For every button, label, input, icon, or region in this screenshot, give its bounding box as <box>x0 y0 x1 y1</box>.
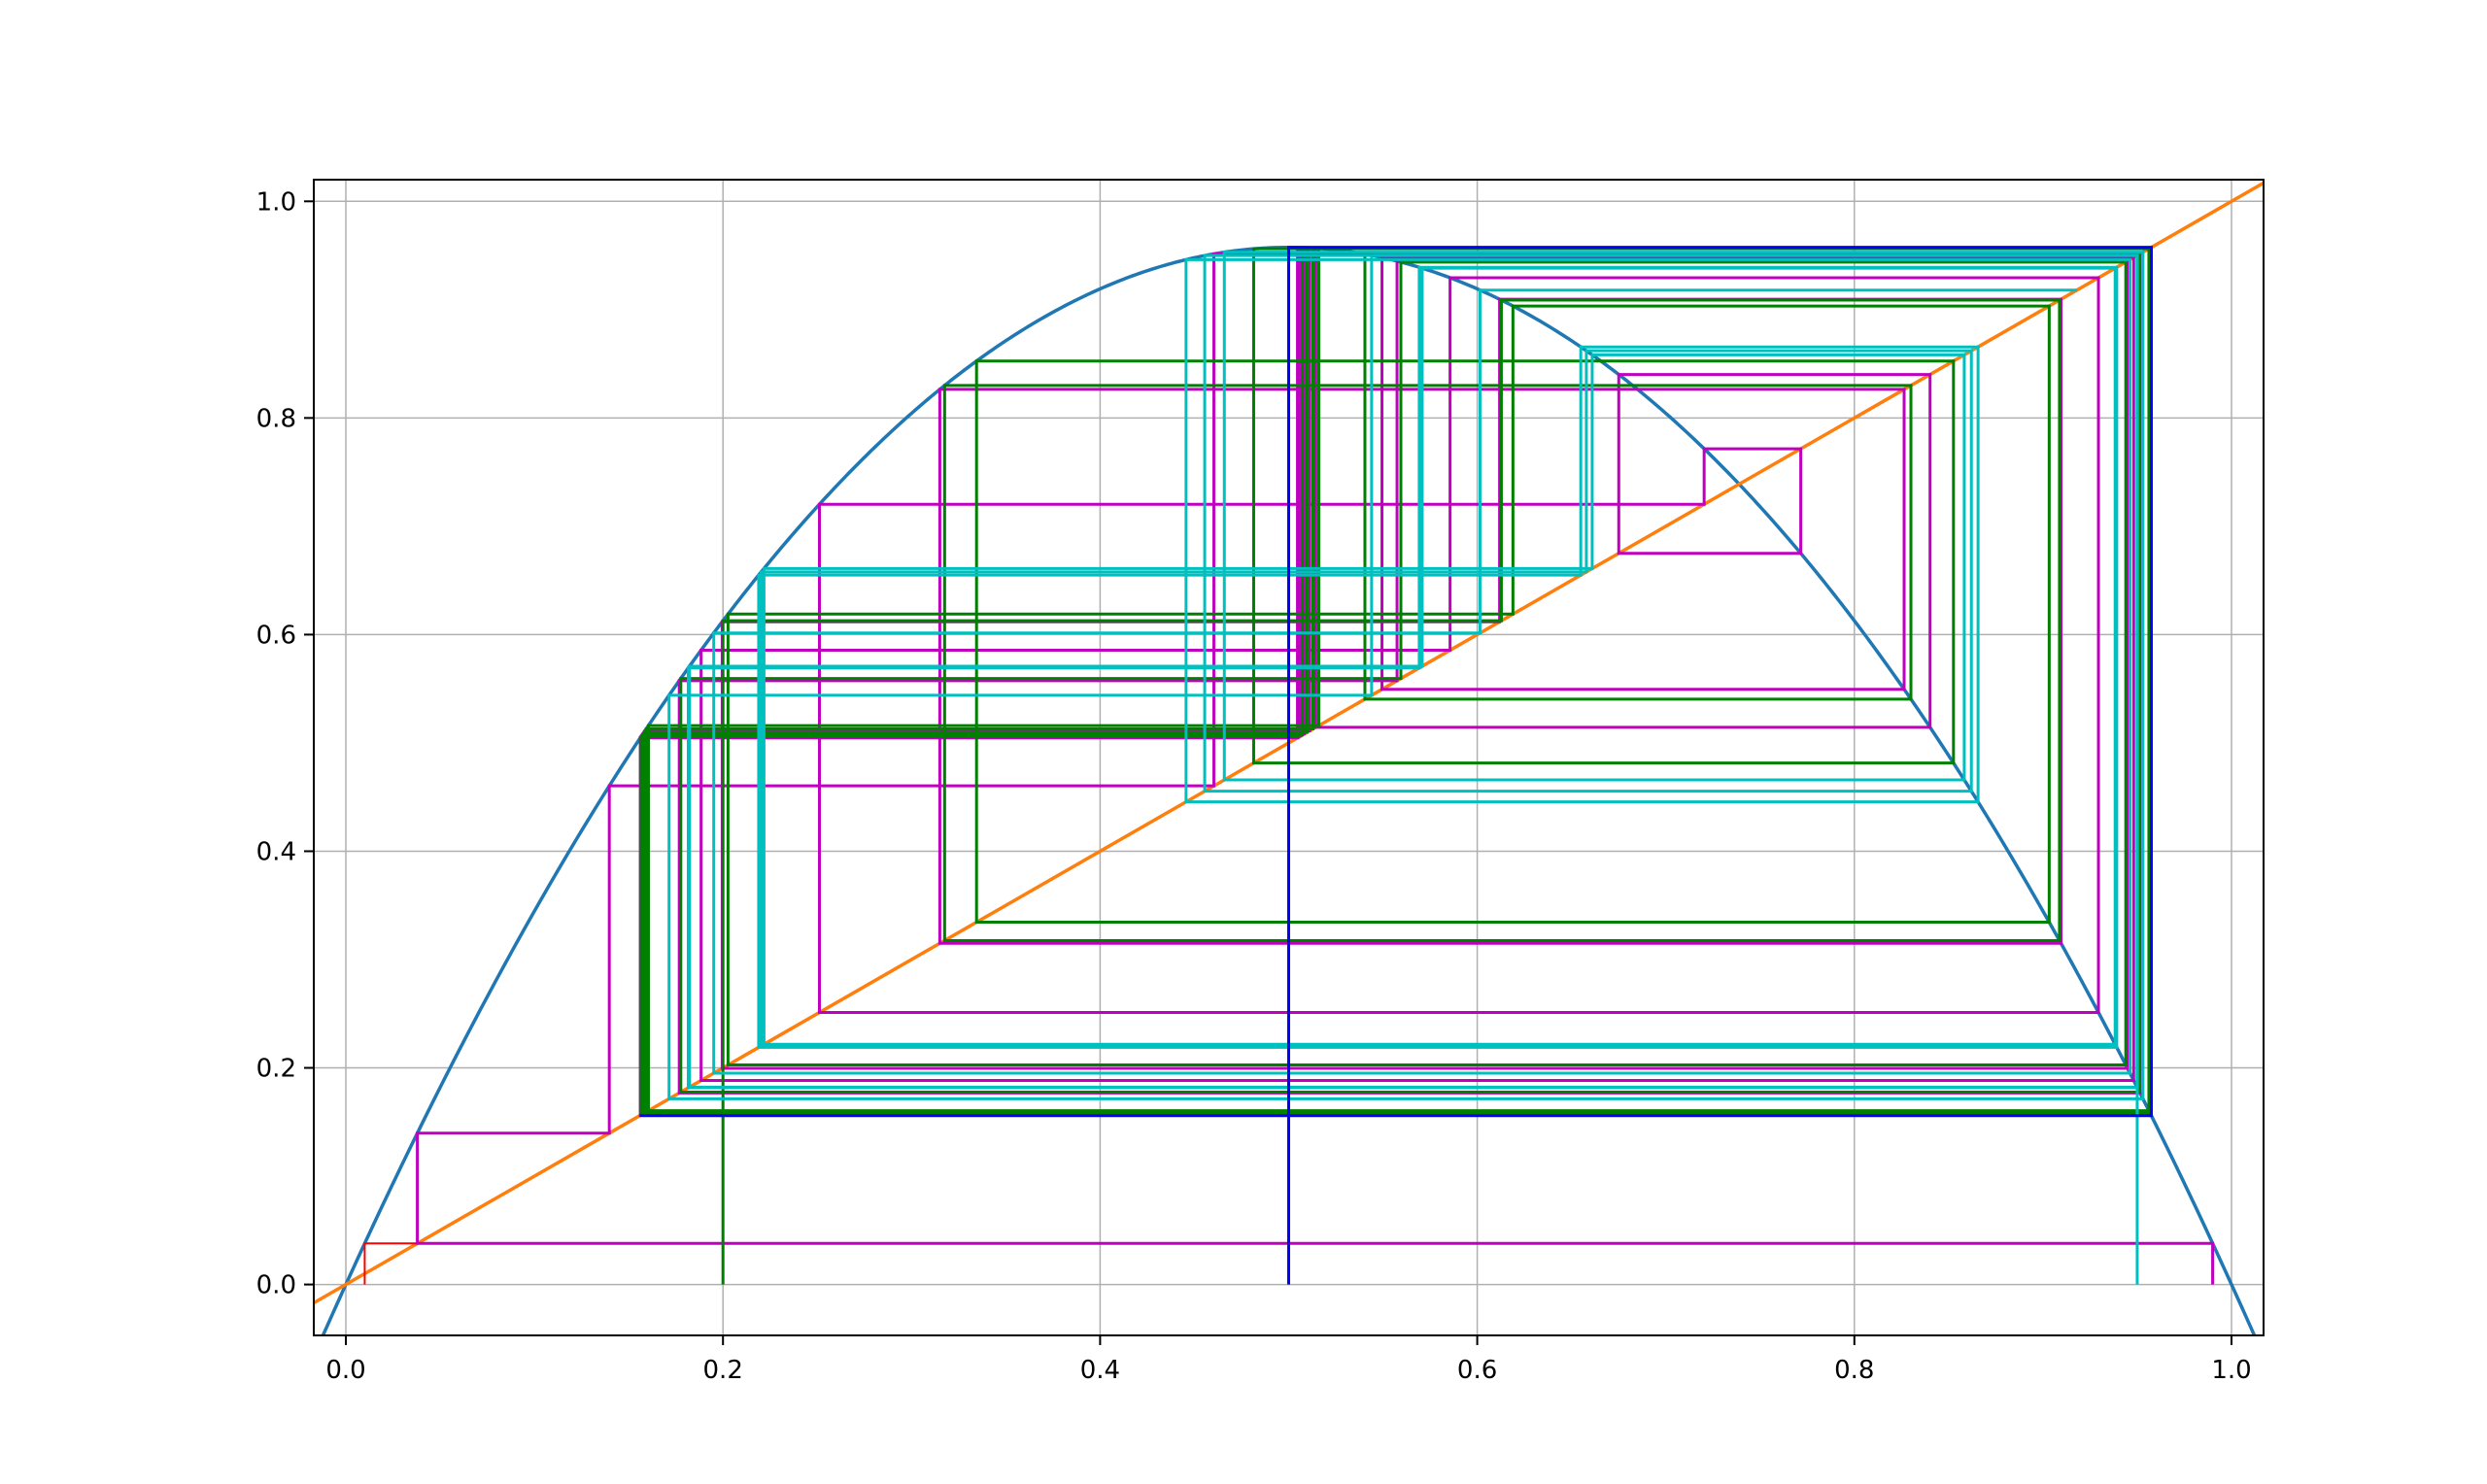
y-tick-label: 1.0 <box>256 187 296 217</box>
cobweb-series-cyan <box>667 251 2145 1285</box>
cobweb-series-blue <box>639 246 2154 1285</box>
x-tick-label: 1.0 <box>2211 1356 2251 1385</box>
x-tick-label: 0.0 <box>325 1356 365 1385</box>
x-tick-label: 0.2 <box>703 1356 743 1385</box>
x-tick-label: 0.8 <box>1834 1356 1874 1385</box>
plot-area <box>314 181 2264 1335</box>
y-tick-label: 0.2 <box>256 1055 296 1084</box>
y-tick-label: 0.8 <box>256 404 296 433</box>
x-tick-label: 0.4 <box>1080 1356 1120 1385</box>
y-tick-label: 0.6 <box>256 621 296 650</box>
x-tick-label: 0.6 <box>1457 1356 1497 1385</box>
axis-ticks: 0.0 0.2 0.4 0.6 0.8 1.0 0.0 0.2 0.4 0.6 0.8 1.0 <box>256 187 2252 1385</box>
y-tick-label: 0.0 <box>256 1271 296 1300</box>
y-tick-label: 0.4 <box>256 837 296 866</box>
cobweb-series-magenta <box>416 246 2215 1285</box>
axes-frame <box>313 179 2265 1336</box>
